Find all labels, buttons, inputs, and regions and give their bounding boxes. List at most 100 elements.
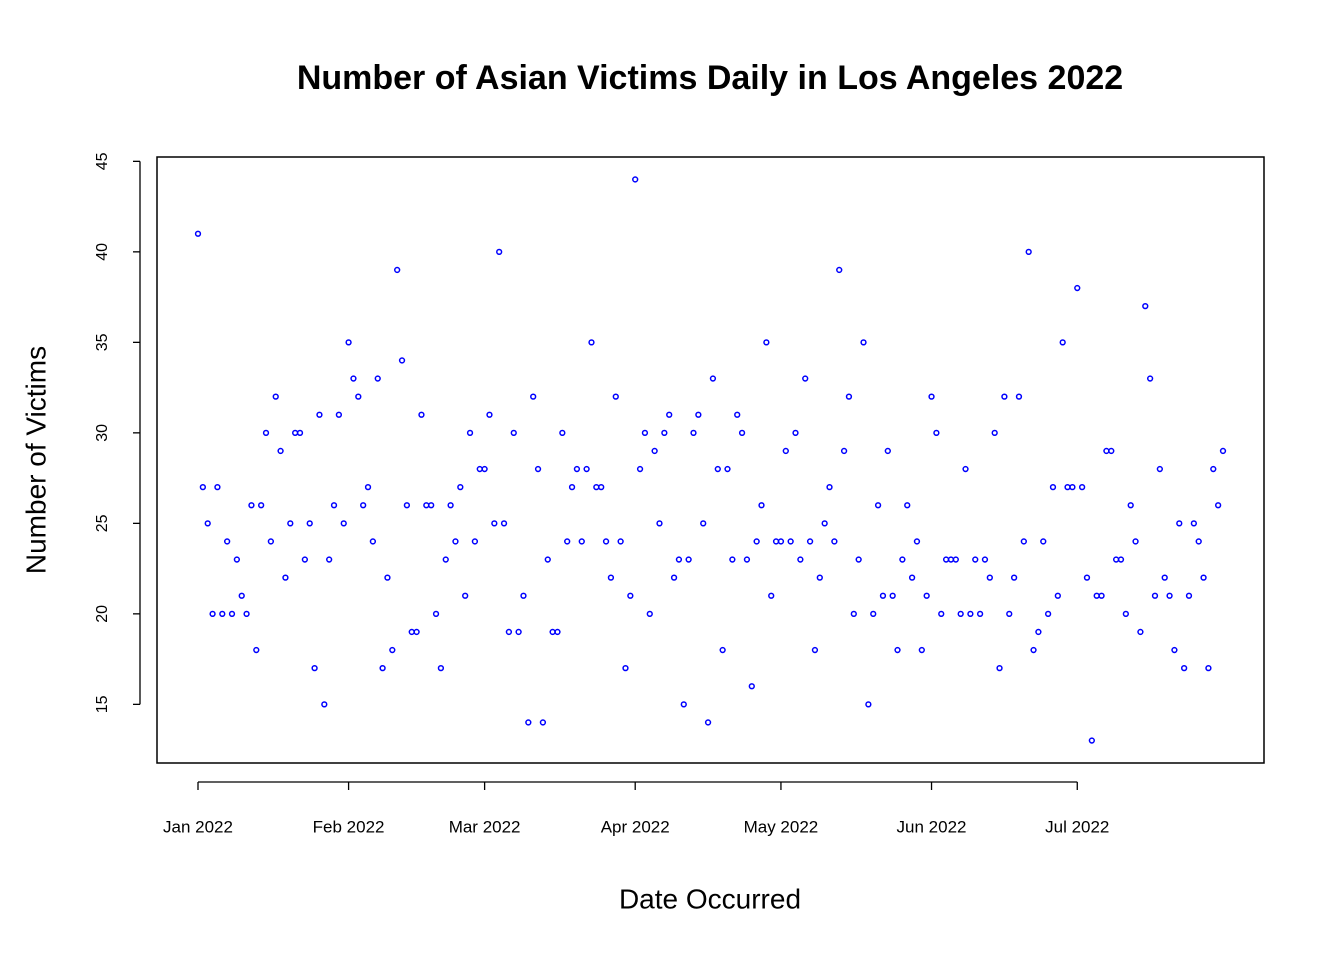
point: [593, 484, 600, 491]
x-tick-label: Jul 2022: [1045, 817, 1109, 836]
point: [554, 628, 561, 636]
point: [802, 375, 809, 382]
point: [515, 628, 522, 636]
point: [1040, 538, 1047, 545]
point: [418, 411, 425, 418]
point: [860, 339, 867, 346]
point: [904, 502, 911, 509]
point: [792, 429, 799, 436]
point: [428, 502, 435, 509]
point: [957, 610, 964, 618]
point: [889, 592, 896, 599]
point: [1088, 737, 1095, 744]
point: [1146, 375, 1154, 382]
point: [607, 574, 615, 581]
point: [452, 538, 459, 545]
point: [578, 538, 585, 545]
point: [1030, 646, 1037, 654]
point: [301, 556, 309, 563]
point: [641, 429, 649, 436]
chart-title: Number of Asian Victims Daily in Los Ang…: [297, 59, 1123, 97]
point: [777, 538, 785, 545]
point: [1069, 484, 1076, 491]
point: [855, 556, 862, 563]
point: [724, 465, 731, 473]
point: [403, 502, 411, 509]
point: [282, 574, 289, 581]
point: [942, 556, 950, 563]
point: [923, 592, 930, 599]
point: [272, 393, 279, 400]
point: [656, 520, 663, 527]
point: [398, 357, 406, 364]
point: [738, 429, 746, 436]
point: [714, 465, 721, 473]
point: [471, 538, 479, 545]
point: [1205, 665, 1212, 672]
point: [481, 465, 488, 473]
point: [369, 538, 377, 545]
point: [1108, 447, 1115, 455]
x-tick-label: Apr 2022: [601, 817, 670, 836]
point: [1132, 538, 1139, 545]
point: [432, 610, 440, 618]
point: [821, 520, 828, 527]
point: [700, 520, 707, 527]
point: [496, 248, 503, 255]
point: [661, 429, 668, 436]
point: [1044, 610, 1052, 618]
point: [991, 429, 998, 436]
x-tick-label: Jan 2022: [163, 817, 233, 836]
point: [1219, 447, 1227, 455]
point: [248, 502, 255, 509]
point: [355, 393, 362, 400]
y-tick-label: 20: [94, 605, 111, 623]
point: [1098, 592, 1105, 599]
point: [836, 266, 843, 274]
point: [413, 628, 420, 636]
point: [1190, 520, 1198, 527]
point: [996, 665, 1003, 672]
point: [632, 176, 639, 183]
point: [1117, 556, 1125, 563]
point: [1064, 484, 1071, 491]
x-tick-label: May 2022: [744, 817, 819, 836]
point: [709, 375, 717, 382]
point: [1142, 302, 1149, 310]
point: [704, 719, 712, 726]
point: [908, 574, 916, 581]
point: [389, 646, 396, 654]
point: [981, 556, 989, 563]
point: [209, 610, 216, 618]
point: [763, 339, 770, 346]
point: [311, 665, 318, 672]
point: [316, 411, 323, 418]
x-tick-label: Feb 2022: [313, 817, 385, 836]
point: [442, 556, 449, 563]
point: [510, 429, 517, 436]
point: [695, 411, 702, 418]
point: [549, 628, 556, 636]
point: [811, 646, 819, 654]
point: [826, 484, 833, 491]
point: [952, 556, 959, 563]
point: [525, 719, 532, 726]
point: [559, 429, 566, 436]
point: [306, 520, 313, 527]
point: [617, 538, 624, 545]
y-tick-label: 35: [94, 333, 111, 351]
point: [228, 610, 236, 618]
point: [879, 592, 887, 599]
point: [199, 484, 207, 491]
point: [768, 592, 775, 599]
point: [194, 230, 202, 237]
point: [238, 592, 245, 599]
point: [913, 538, 921, 545]
point: [534, 465, 542, 473]
point: [729, 556, 736, 563]
point: [466, 429, 474, 436]
point: [364, 484, 372, 491]
point: [214, 484, 221, 491]
point: [374, 375, 381, 382]
